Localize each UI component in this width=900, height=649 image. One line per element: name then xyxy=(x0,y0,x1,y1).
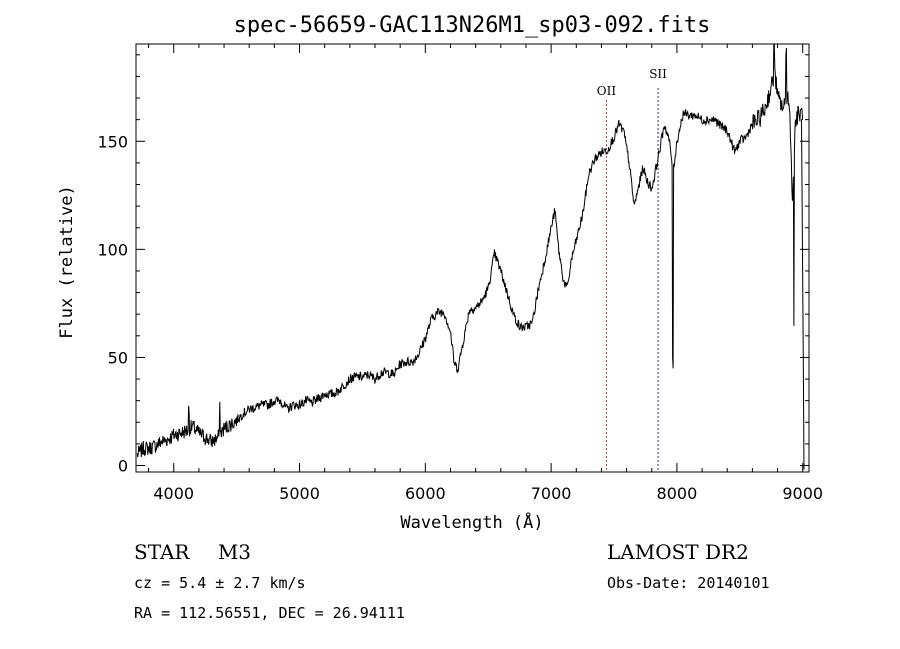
y-tick-label: 0 xyxy=(118,457,128,476)
object-class: STAR M3 xyxy=(134,540,251,564)
x-axis-label: Wavelength (Å) xyxy=(400,511,543,533)
y-axis-ticks: 0 50 100 150 xyxy=(97,54,809,476)
emission-label-oii: OII xyxy=(597,84,617,98)
x-tick-label: 4000 xyxy=(153,484,194,503)
plot-frame xyxy=(135,43,810,473)
y-tick-label: 50 xyxy=(108,348,128,367)
y-tick-label: 150 xyxy=(97,132,128,151)
x-tick-label: 5000 xyxy=(279,484,320,503)
obs-date-text: Obs-Date: 20140101 xyxy=(607,574,770,592)
y-axis-label: Flux (relative) xyxy=(57,185,77,339)
chart-title: spec-56659-GAC113N26M1_sp03-092.fits xyxy=(234,13,711,38)
x-tick-label: 6000 xyxy=(405,484,446,503)
subclass-label: M3 xyxy=(217,540,252,564)
y-tick-label: 100 xyxy=(97,240,128,259)
x-tick-label: 8000 xyxy=(657,484,698,503)
emission-label-sii: SII xyxy=(649,67,667,81)
spectrum-line xyxy=(136,43,805,470)
emission-line-markers: OII SII xyxy=(597,67,667,472)
x-tick-label: 7000 xyxy=(531,484,572,503)
class-label: STAR xyxy=(134,540,190,564)
survey-label: LAMOST DR2 xyxy=(607,540,749,564)
x-axis-ticks: 4000 5000 6000 7000 8000 9000 xyxy=(148,44,823,503)
redshift-text: cz = 5.4 ± 2.7 km/s xyxy=(134,574,306,592)
x-tick-label: 9000 xyxy=(782,484,823,503)
coordinates-text: RA = 112.56551, DEC = 26.94111 xyxy=(134,604,405,622)
